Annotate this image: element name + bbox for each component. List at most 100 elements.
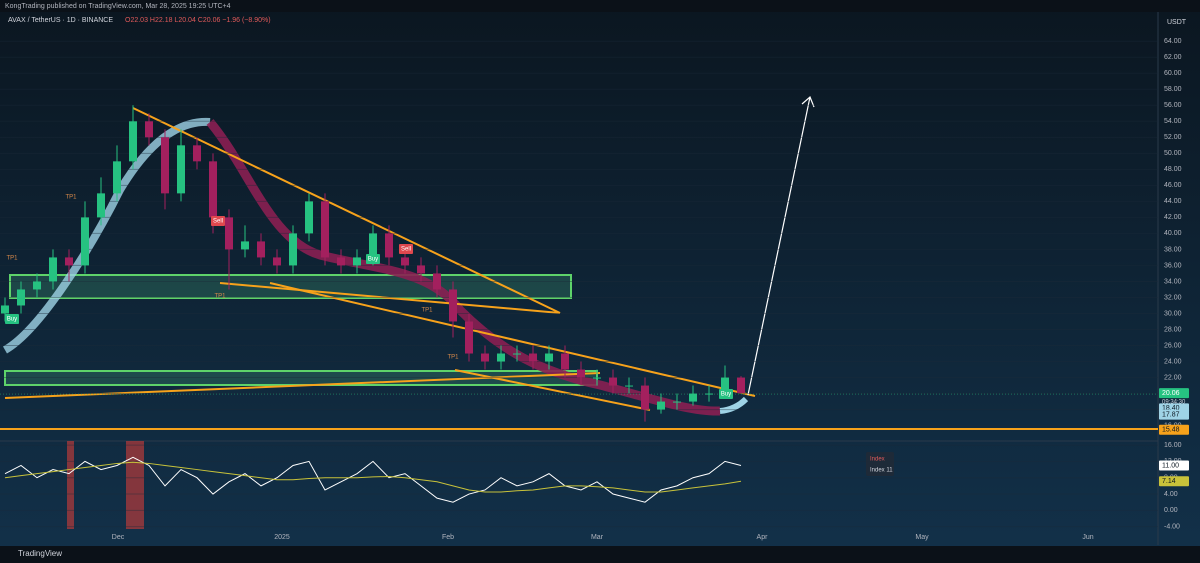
- annotation: TP1: [65, 195, 77, 201]
- legend-entry: Index: [870, 457, 885, 463]
- y-tick-label: 38.00: [1164, 246, 1182, 253]
- y-tick-label: 48.00: [1164, 166, 1182, 173]
- candle-body: [497, 353, 505, 362]
- annotation: TP1: [6, 256, 18, 262]
- y-tick-label: 30.00: [1164, 310, 1182, 317]
- y-tick-label: 64.00: [1164, 38, 1182, 45]
- annotation: TP1: [447, 355, 459, 361]
- candle-body: [577, 369, 585, 378]
- candle-body: [241, 241, 249, 250]
- candle-body: [33, 281, 41, 290]
- candle-body: [641, 385, 649, 410]
- price-tag-label: 7.14: [1162, 478, 1176, 485]
- annotation: TP1: [214, 294, 226, 300]
- x-tick-label: Jun: [1082, 534, 1093, 541]
- ribbon: [719, 396, 749, 414]
- y-tick-label: 34.00: [1164, 278, 1182, 285]
- y-tick-label: 54.00: [1164, 118, 1182, 125]
- y-tick-label: 46.00: [1164, 182, 1182, 189]
- candle-body: [305, 201, 313, 234]
- annotation-box: [399, 244, 413, 254]
- candle-body: [561, 353, 569, 370]
- candle-body: [529, 353, 537, 362]
- candle-body: [625, 385, 633, 387]
- annotation-box: [211, 216, 225, 226]
- candle-body: [417, 265, 425, 274]
- x-tick-label: 2025: [274, 534, 290, 541]
- candle-body: [593, 377, 601, 379]
- price-tag: [1159, 424, 1189, 435]
- annotation: Sell: [401, 247, 411, 253]
- candle-body: [97, 193, 105, 218]
- y-tick-label: -4.00: [1164, 524, 1180, 531]
- price-tag: [1159, 460, 1189, 471]
- candle-body: [481, 353, 489, 362]
- y-tick-label: 16.00: [1164, 442, 1182, 449]
- y-tick-label: 42.00: [1164, 214, 1182, 221]
- y-tick-label: 22.00: [1164, 374, 1182, 381]
- price-tag-label: 15.48: [1162, 427, 1180, 434]
- y-tick-label: 52.00: [1164, 134, 1182, 141]
- currency: USDT: [1167, 19, 1187, 26]
- y-tick-label: 60.00: [1164, 70, 1182, 77]
- y-tick-label: 24.00: [1164, 358, 1182, 365]
- zone: [67, 441, 74, 529]
- annotation-box: [719, 389, 733, 399]
- trend-lines: [0, 107, 1158, 430]
- x-tick-label: Feb: [442, 534, 454, 541]
- candle-body: [673, 401, 681, 403]
- candle-body: [81, 217, 89, 266]
- y-tick-label: 32.00: [1164, 294, 1182, 301]
- price-tag: [1159, 476, 1189, 487]
- annotation: Buy: [7, 317, 17, 323]
- brand: TradingView: [18, 549, 62, 558]
- candle-body: [657, 401, 665, 410]
- price-tag: [1159, 388, 1189, 399]
- oscillator-line: [4, 461, 742, 493]
- candle-body: [129, 121, 137, 162]
- y-tick-label: 58.00: [1164, 86, 1182, 93]
- ribbon: [206, 119, 721, 416]
- annotation-box: [5, 314, 19, 324]
- candle-body: [353, 257, 361, 266]
- candle-body: [705, 393, 713, 395]
- candle-body: [225, 217, 233, 250]
- x-tick-label: Apr: [757, 534, 769, 541]
- candle-body: [177, 145, 185, 194]
- annotation: Buy: [368, 257, 378, 263]
- oscillator-line: [4, 456, 742, 503]
- candle-body: [545, 353, 553, 362]
- candle-body: [49, 257, 57, 282]
- candle-body: [193, 145, 201, 162]
- candle-body: [113, 161, 121, 194]
- zone: [126, 441, 144, 529]
- candle-body: [449, 289, 457, 322]
- annotation: Sell: [213, 219, 223, 225]
- candle-body: [209, 161, 217, 218]
- candle-body: [289, 233, 297, 266]
- candle-body: [609, 377, 617, 386]
- y-tick-label: 62.00: [1164, 54, 1182, 61]
- x-tick-label: Mar: [591, 534, 604, 541]
- price-tag-label: 17.87: [1162, 411, 1180, 418]
- candle-body: [401, 257, 409, 266]
- candle-body: [721, 377, 729, 394]
- top-bar: [0, 0, 1200, 12]
- x-tick-label: Dec: [112, 534, 125, 541]
- candle-body: [385, 233, 393, 258]
- y-tick-label: 26.00: [1164, 342, 1182, 349]
- candle-body: [433, 273, 441, 290]
- candle-body: [321, 201, 329, 258]
- x-tick-label: May: [915, 534, 929, 541]
- bottom-bar: [0, 546, 1200, 563]
- y-tick-label: 56.00: [1164, 102, 1182, 109]
- ohlc: O22.03 H22.18 L20.04 C20.06 −1.96 (−8.90…: [125, 17, 271, 24]
- y-tick-label: 0.00: [1164, 507, 1178, 514]
- countdown: 09:34:30: [1162, 400, 1186, 406]
- price-tag: [1159, 409, 1189, 420]
- price-tag-label: 18.40: [1162, 405, 1180, 412]
- legend-popup[interactable]: [866, 452, 894, 476]
